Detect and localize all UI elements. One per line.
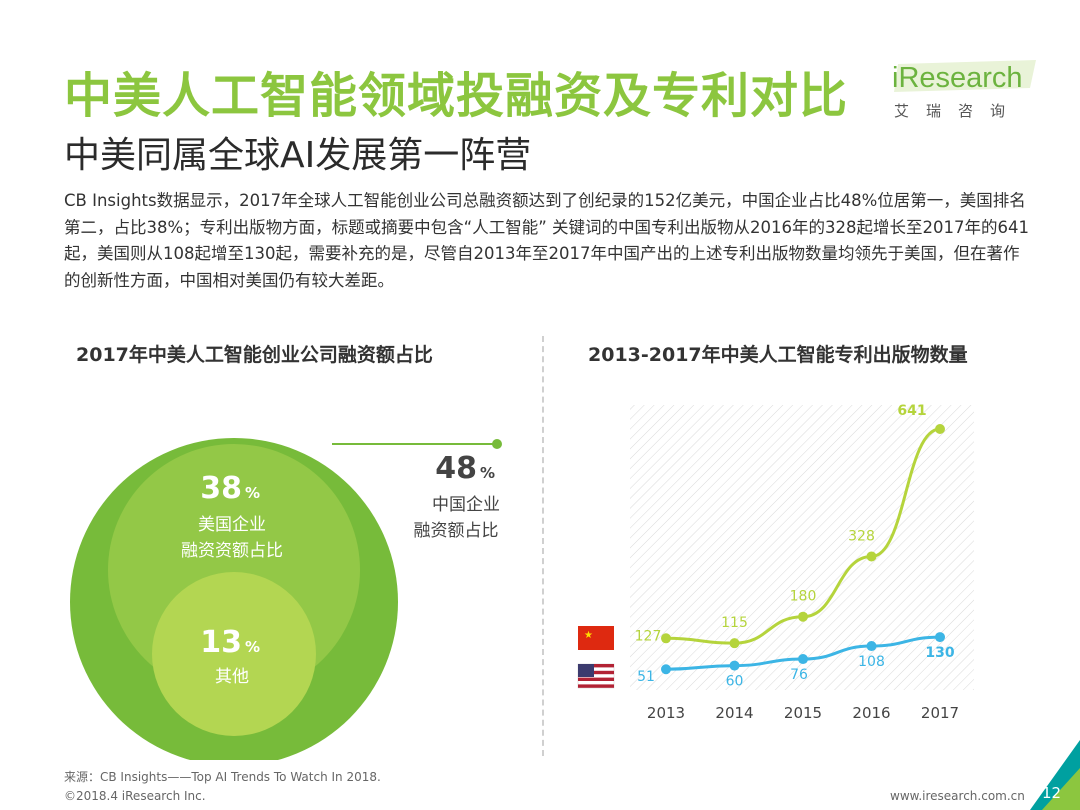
copyright: ©2018.4 iResearch Inc. [64, 789, 206, 803]
page-corner-icon [1030, 740, 1080, 810]
data-point [729, 638, 740, 649]
china-flag-icon: ★ [578, 626, 614, 650]
data-label: 180 [790, 589, 817, 605]
page-subtitle: 中美同属全球AI发展第一阵营 [64, 135, 532, 176]
panel-divider [542, 336, 544, 756]
svg-text:★: ★ [584, 630, 593, 641]
us-share-unit: % [245, 484, 260, 502]
data-point [798, 611, 808, 622]
source-note: 来源：CB Insights——Top AI Trends To Watch I… [64, 770, 381, 784]
x-tick-label: 2014 [715, 704, 753, 722]
description-text: CB Insights数据显示，2017年全球人工智能创业公司总融资额达到了创纪… [64, 191, 1029, 290]
page-number: 12 [1042, 784, 1062, 802]
page-title: 中美人工智能领域投融资及专利对比 [64, 68, 849, 124]
other-share-label: 其他 [215, 667, 249, 687]
x-tick-label: 2016 [852, 704, 890, 722]
china-share-number: 48 [435, 451, 477, 486]
x-tick-label: 2015 [784, 704, 822, 722]
logo-banner-icon [894, 60, 1036, 92]
china-share-label2: 融资额占比 [414, 521, 499, 541]
site-url[interactable]: www.iresearch.com.cn [890, 789, 1025, 803]
data-label: 641 [897, 403, 926, 419]
data-label: 127 [635, 628, 662, 644]
data-point [866, 641, 877, 652]
data-label: 108 [858, 654, 885, 670]
china-share-unit: % [480, 464, 495, 482]
right-chart-title: 2013-2017年中美人工智能专利出版物数量 [588, 344, 968, 366]
other-share-circle [152, 572, 316, 736]
usa-flag-icon [577, 663, 615, 689]
funding-bubble-chart: 48 % 中国企业 融资额占比 38 % 美国企业 融资资额占比 13 % 其他 [70, 438, 502, 760]
data-point [661, 664, 671, 675]
china-share-label1: 中国企业 [432, 495, 500, 515]
data-point [935, 424, 945, 435]
series-line-0 [665, 427, 941, 645]
logo-brand: iResearch [892, 62, 1023, 94]
left-chart-title: 2017年中美人工智能创业公司融资额占比 [76, 344, 433, 366]
x-tick-label: 2017 [921, 704, 959, 722]
data-point [798, 654, 808, 665]
data-point [729, 660, 740, 671]
data-label: 130 [925, 645, 954, 661]
data-point [661, 633, 671, 644]
data-point [866, 551, 877, 562]
data-label: 60 [726, 674, 744, 690]
other-share-number: 13 [200, 625, 242, 660]
patent-line-chart: ★ 127 115 180 328 641 51 60 76 108 130 2013 2014 201… [577, 403, 974, 722]
data-label: 115 [721, 615, 748, 631]
data-label: 328 [848, 528, 875, 544]
iresearch-logo: iResearch 艾瑞咨询 [890, 58, 1040, 124]
plot-background [630, 405, 974, 690]
us-share-label2: 融资资额占比 [181, 541, 283, 561]
x-tick-label: 2013 [647, 704, 685, 722]
data-label: 51 [637, 669, 655, 685]
logo-sub: 艾瑞咨询 [894, 102, 1023, 120]
us-share-number: 38 [200, 471, 242, 506]
data-point [935, 632, 945, 643]
data-label: 76 [790, 667, 808, 683]
china-leader-dot [492, 439, 502, 449]
us-share-label1: 美国企业 [198, 515, 266, 535]
other-share-unit: % [245, 638, 260, 656]
